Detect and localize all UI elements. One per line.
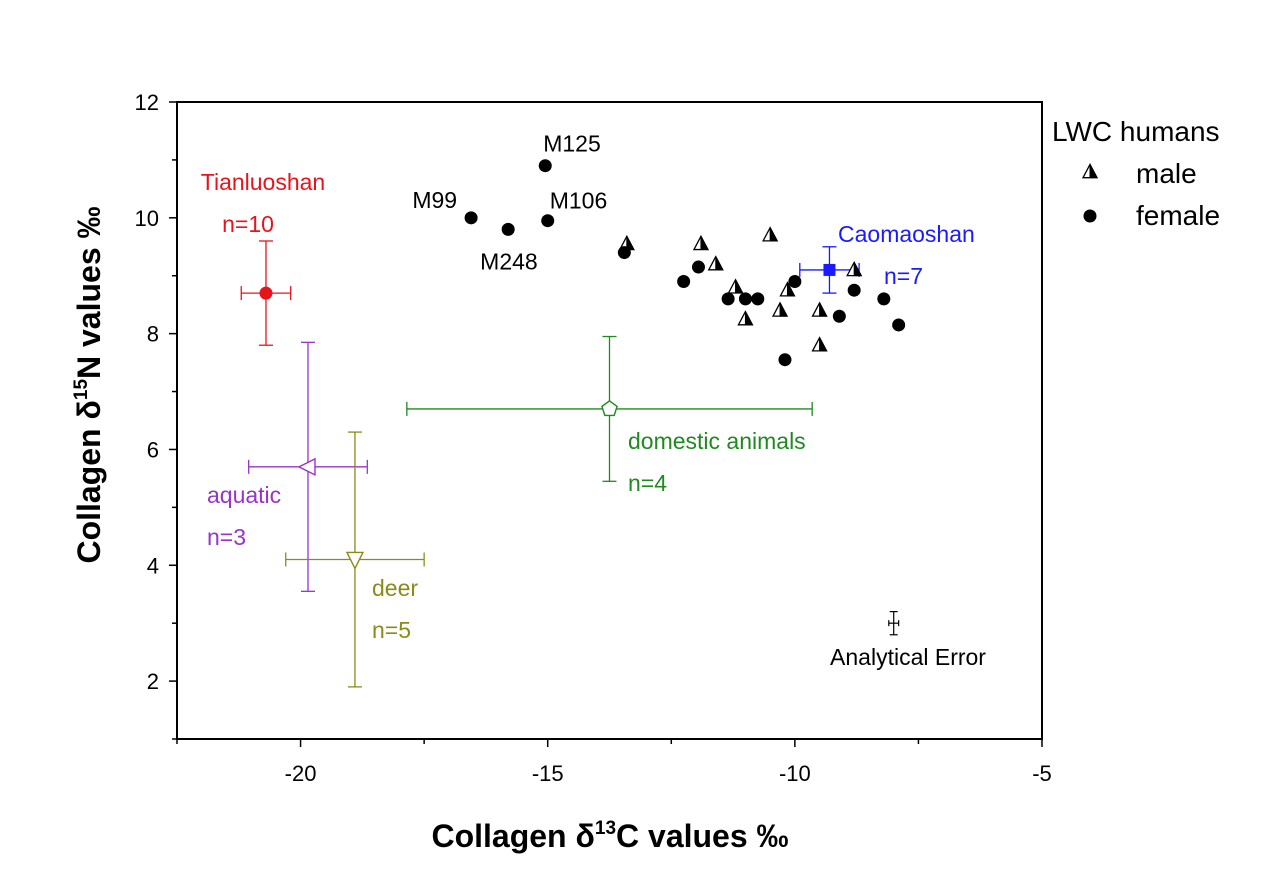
- y-tick-label: 2: [147, 669, 159, 694]
- aquatic-mean-marker: [297, 457, 316, 476]
- annotations: M125 M99 M106 M248 Tianluoshan n=10 aquatic n=3…: [201, 131, 987, 670]
- female-point: [738, 292, 752, 306]
- y-tick-label: 4: [147, 553, 159, 578]
- male-point-fill: [779, 302, 788, 317]
- male-point: [727, 278, 744, 294]
- male-point: [811, 301, 828, 317]
- legend-label-male: male: [1136, 158, 1197, 189]
- male-point: [692, 234, 710, 251]
- female-point: [721, 292, 735, 306]
- male-point: [771, 301, 789, 317]
- point-label: M106: [550, 188, 608, 214]
- axis-ticks: [169, 101, 1043, 747]
- male-point-fill: [715, 256, 724, 271]
- y-tick-label: 10: [135, 206, 159, 231]
- data-markers: [259, 159, 906, 571]
- caomaoshan-mean-marker: [823, 263, 836, 276]
- y-tick-label: 12: [135, 90, 159, 115]
- point-label: M125: [543, 131, 601, 157]
- tianluoshan-mean-marker: [259, 286, 273, 300]
- domestic-animals-label: domestic animals: [628, 428, 806, 454]
- tianluoshan-label: Tianluoshan: [201, 169, 325, 195]
- x-tick-label: -5: [1032, 761, 1052, 786]
- legend-marker-female-icon: [1083, 209, 1097, 223]
- female-point: [847, 283, 861, 297]
- male-point-fill: [769, 227, 778, 242]
- female-point: [464, 211, 478, 225]
- male-point: [707, 255, 724, 271]
- female-point: [541, 214, 555, 228]
- male-point-fill: [700, 236, 709, 251]
- legend-title: LWC humans: [1052, 116, 1220, 147]
- point-label: M99: [412, 187, 457, 213]
- point-label: M248: [480, 248, 538, 274]
- aquatic-label: aquatic: [207, 482, 281, 508]
- error-bars: [240, 240, 900, 688]
- tianluoshan-n-label: n=10: [222, 211, 274, 237]
- female-point: [538, 159, 552, 173]
- male-point-fill: [744, 311, 754, 326]
- x-tick-label: -15: [532, 761, 564, 786]
- x-tick-label: -20: [285, 761, 317, 786]
- legend-marker-male-icon: [1081, 163, 1099, 179]
- male-point: [779, 281, 796, 297]
- female-point: [892, 318, 906, 332]
- deer-mean-marker: [345, 551, 365, 571]
- male-point-fill: [819, 337, 828, 352]
- male-point: [846, 260, 863, 277]
- plot-frame: [176, 101, 1043, 740]
- legend-half-triangle: [1081, 163, 1099, 179]
- female-point: [778, 353, 792, 367]
- y-axis-title: Collagen δ15N values ‰: [71, 206, 107, 563]
- deer-label: deer: [372, 575, 418, 601]
- legend-half-triangle-fill: [1089, 164, 1098, 179]
- y-tick-label: 8: [147, 322, 159, 347]
- domestic-animals-n-label: n=4: [628, 470, 667, 496]
- male-point-fill: [786, 282, 796, 297]
- domestic-animals-mean-marker: [601, 400, 618, 417]
- female-point: [751, 292, 765, 306]
- male-point-fill: [626, 236, 635, 251]
- x-tick-label: -10: [779, 761, 811, 786]
- aquatic-n-label: n=3: [207, 524, 246, 550]
- male-point: [737, 310, 754, 326]
- male-point: [811, 336, 828, 352]
- legend: LWC humans male female: [1052, 116, 1220, 231]
- male-point-fill: [735, 279, 744, 294]
- axis-tick-labels: -20 -15 -10 -5 2 4 6 8 10 12: [135, 90, 1052, 786]
- deer-n-label: n=5: [372, 617, 411, 643]
- x-axis-title: Collagen δ13C values ‰: [431, 818, 788, 854]
- female-point: [501, 222, 515, 236]
- analytical-error-bar: [888, 610, 900, 636]
- male-point: [762, 226, 779, 242]
- female-point: [877, 292, 891, 306]
- female-point: [617, 246, 631, 260]
- y-tick-label: 6: [147, 437, 159, 462]
- female-point: [677, 275, 691, 289]
- male-point-fill: [853, 262, 863, 277]
- female-point: [832, 309, 846, 323]
- caomaoshan-n-label: n=7: [884, 263, 923, 289]
- caomaoshan-label: Caomaoshan: [838, 221, 975, 247]
- male-point-fill: [819, 302, 828, 317]
- legend-label-female: female: [1136, 200, 1220, 231]
- female-point: [691, 260, 705, 274]
- analytical-error-label: Analytical Error: [830, 644, 986, 670]
- female-point: [788, 275, 802, 289]
